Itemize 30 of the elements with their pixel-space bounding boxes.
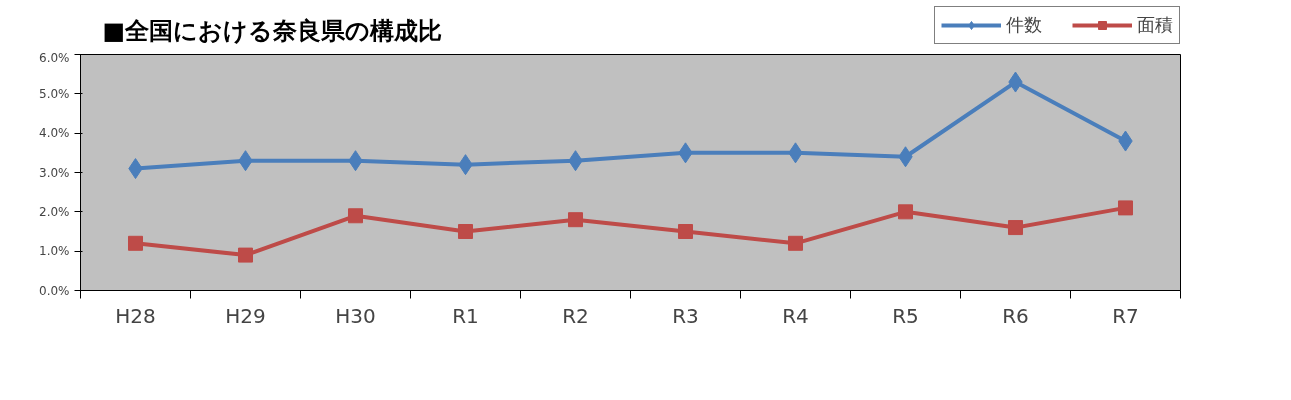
point: [788, 235, 803, 251]
point: [1008, 220, 1023, 236]
x-tick-label: R6: [1002, 303, 1029, 328]
y-tick-label: 6.0%: [39, 50, 70, 65]
x-tick-label: H28: [115, 303, 156, 328]
y-tick-label: 5.0%: [39, 86, 70, 101]
x-tick-label: R3: [672, 303, 699, 328]
point: [128, 235, 143, 251]
chart-title: ■全国における奈良県の構成比: [102, 16, 443, 45]
x-tick-label: R1: [452, 303, 479, 328]
point: [678, 224, 693, 239]
y-tick-label: 0.0%: [39, 283, 70, 298]
point: [348, 208, 363, 224]
y-tick-label: 3.0%: [39, 165, 70, 180]
y-tick-label: 2.0%: [39, 204, 70, 219]
y-tick-label: 1.0%: [39, 244, 70, 259]
x-tick-label: H30: [335, 303, 376, 328]
point: [458, 224, 473, 239]
x-tick-label: H29: [225, 303, 266, 328]
point: [238, 247, 253, 263]
x-tick-label: R2: [562, 303, 589, 328]
x-tick-label: R7: [1112, 303, 1139, 328]
point: [1118, 200, 1133, 216]
x-tick-label: R5: [892, 303, 919, 328]
point: [568, 212, 583, 228]
legend-label: 面積: [1137, 13, 1173, 37]
x-tick-label: R4: [782, 303, 809, 328]
legend-label: 件数: [1006, 13, 1042, 37]
y-tick-label: 4.0%: [39, 126, 70, 141]
point: [898, 204, 913, 220]
